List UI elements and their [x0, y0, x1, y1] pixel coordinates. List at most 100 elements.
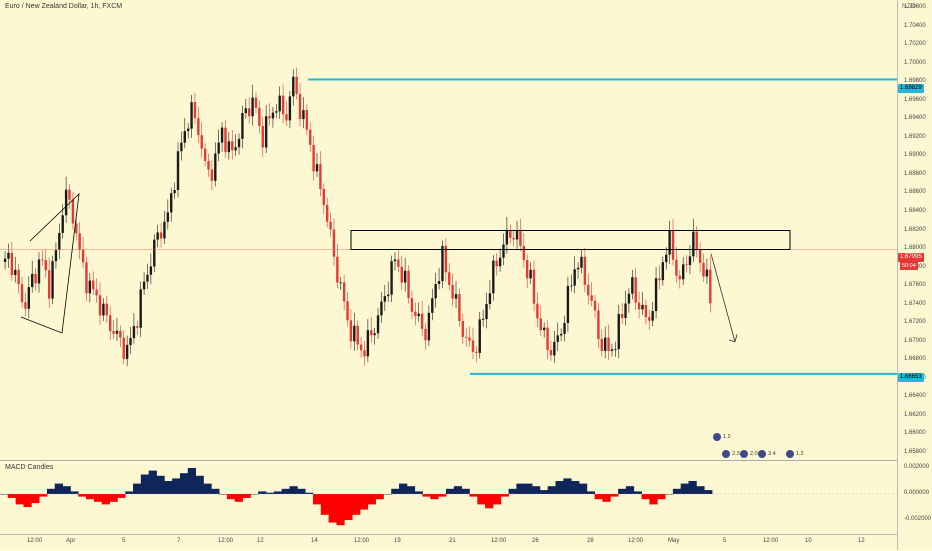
macd-bar [571, 481, 580, 494]
candle-body [505, 229, 509, 245]
candle-body [292, 76, 295, 97]
macd-bar [430, 494, 439, 500]
price-tick: 1.66000 [904, 430, 926, 437]
candle-body [478, 319, 481, 353]
price-tick: 1.66800 [904, 356, 926, 363]
projection-arrow [710, 253, 736, 342]
macd-bar [109, 494, 118, 502]
candle-body [51, 261, 54, 299]
macd-bar [0, 494, 9, 495]
candle-body [536, 303, 539, 319]
candle-body [576, 267, 580, 270]
candle-body [210, 169, 214, 181]
time-tick: 26 [532, 538, 539, 544]
candle-body [190, 102, 193, 129]
macd-bar [594, 494, 603, 500]
candle-body [509, 229, 512, 238]
candle-body [403, 270, 407, 283]
candle-body [203, 148, 207, 161]
candle-body [458, 294, 461, 322]
candle-body [570, 285, 573, 287]
macd-bar [704, 490, 713, 494]
candle-body [180, 142, 183, 152]
candle-body [526, 260, 529, 279]
macd-bar [70, 491, 79, 494]
candle-body [380, 301, 383, 316]
macd-bar [532, 486, 541, 494]
price-axis[interactable] [897, 0, 932, 550]
price-tick: 1.67600 [904, 282, 926, 289]
candle-body [24, 302, 27, 309]
macd-bar [312, 494, 322, 505]
macd-bar [508, 488, 517, 494]
candle-body [108, 315, 112, 332]
candle-body [125, 344, 129, 359]
event-flag-icon[interactable] [786, 450, 794, 458]
event-flag-icon[interactable] [713, 433, 721, 441]
candle-body [349, 320, 353, 342]
price-tick: 1.66400 [904, 393, 926, 400]
time-axis[interactable] [0, 534, 897, 551]
macd-bar [226, 494, 236, 500]
candle-body [237, 138, 241, 148]
macd-bar [367, 494, 376, 505]
candle-body [546, 327, 549, 350]
candle-body [610, 349, 614, 351]
macd-tick: 0.000000 [904, 490, 930, 496]
time-tick: 12:00 [763, 538, 779, 544]
candle-body [132, 326, 136, 339]
candle-body [285, 114, 288, 121]
candle-body [37, 259, 41, 284]
candle-body [346, 301, 349, 321]
macd-indicator-label[interactable]: MACD Candles [5, 464, 54, 471]
candle-body [488, 293, 492, 304]
candle-body [224, 127, 227, 153]
price-tick: 1.68800 [904, 170, 926, 177]
macd-bar [195, 475, 204, 494]
candle-body [475, 351, 478, 353]
macd-bar [39, 494, 48, 497]
candle-body [149, 266, 153, 275]
candle-body [522, 245, 526, 261]
candle-body [342, 282, 346, 302]
candle-body [431, 298, 434, 313]
price-tick: 1.67400 [904, 300, 926, 307]
time-tick: May [668, 538, 680, 544]
candle-body [302, 110, 305, 119]
macd-bar [500, 494, 509, 497]
macd-bar [344, 494, 353, 520]
candle-body [166, 212, 170, 222]
projection-arrow-head [728, 334, 738, 343]
event-flag-icon[interactable] [722, 450, 730, 458]
macd-bar [649, 494, 658, 505]
event-flag-icon[interactable] [758, 450, 766, 458]
macd-bar [250, 494, 259, 495]
candle-body [553, 341, 556, 356]
candle-body [637, 302, 641, 310]
candle-body [261, 125, 264, 148]
time-tick: 12:00 [27, 538, 43, 544]
candle-body [620, 314, 624, 319]
macd-bar [453, 486, 463, 494]
candle-body [288, 96, 292, 121]
candle-body [54, 249, 58, 262]
candle-body [220, 127, 224, 143]
macd-bar [62, 486, 71, 494]
price-tick: 1.68400 [904, 207, 926, 214]
candle-body [658, 278, 661, 281]
time-tick: 19 [394, 538, 401, 544]
candle-body [393, 259, 397, 262]
pane-separator[interactable] [0, 460, 897, 461]
macd-bar [524, 483, 533, 494]
candle-body [258, 107, 261, 126]
event-flag-icon[interactable] [740, 450, 748, 458]
candle-body [156, 232, 159, 240]
candle-body [31, 273, 34, 288]
time-tick: 5 [122, 538, 126, 544]
macd-bar [547, 486, 556, 494]
macd-bar [234, 494, 243, 502]
event-label: 3.4 [768, 451, 776, 457]
candle-body [692, 231, 695, 257]
macd-bar [164, 481, 173, 494]
